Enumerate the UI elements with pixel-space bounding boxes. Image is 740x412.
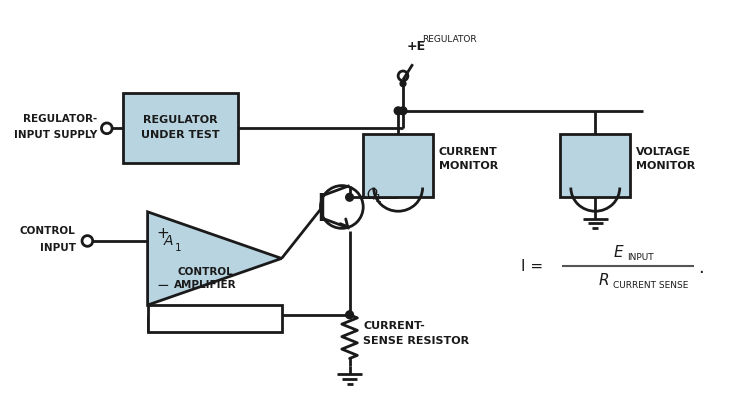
Bar [363,134,433,197]
Bar [147,305,282,332]
Bar [124,94,238,163]
Polygon shape [147,212,282,305]
Text: AMPLIFIER: AMPLIFIER [174,280,236,290]
Text: INPUT SUPPLY: INPUT SUPPLY [14,130,97,140]
Text: R: R [599,273,609,288]
Text: REGULATOR: REGULATOR [423,35,477,44]
Text: 1: 1 [175,243,181,253]
Text: Q: Q [366,186,377,200]
Text: MONITOR: MONITOR [636,161,696,171]
Text: A: A [164,234,174,248]
Text: 1: 1 [375,194,382,204]
Text: CONTROL: CONTROL [20,226,75,236]
Text: REGULATOR: REGULATOR [144,115,218,124]
Text: CURRENT SENSE: CURRENT SENSE [613,281,688,290]
Text: REGULATOR-: REGULATOR- [23,114,97,124]
Text: MONITOR: MONITOR [439,161,498,171]
Circle shape [346,311,354,318]
Text: INPUT: INPUT [628,253,654,262]
Circle shape [346,193,354,201]
Text: .: . [699,259,704,277]
Text: −: − [157,278,169,293]
Text: VOLTAGE: VOLTAGE [636,147,691,157]
Text: +: + [157,226,169,241]
Bar [560,134,630,197]
Circle shape [399,107,407,115]
Text: E: E [613,245,623,260]
Text: +E: +E [407,40,426,53]
Circle shape [394,107,402,115]
Text: SENSE RESISTOR: SENSE RESISTOR [363,336,469,346]
Text: CURRENT: CURRENT [439,147,498,157]
Text: UNDER TEST: UNDER TEST [141,130,220,140]
Text: CONTROL: CONTROL [177,267,233,277]
Text: I =: I = [521,259,543,274]
Circle shape [400,81,406,87]
Text: INPUT: INPUT [40,243,75,253]
Text: CURRENT-: CURRENT- [363,321,425,331]
